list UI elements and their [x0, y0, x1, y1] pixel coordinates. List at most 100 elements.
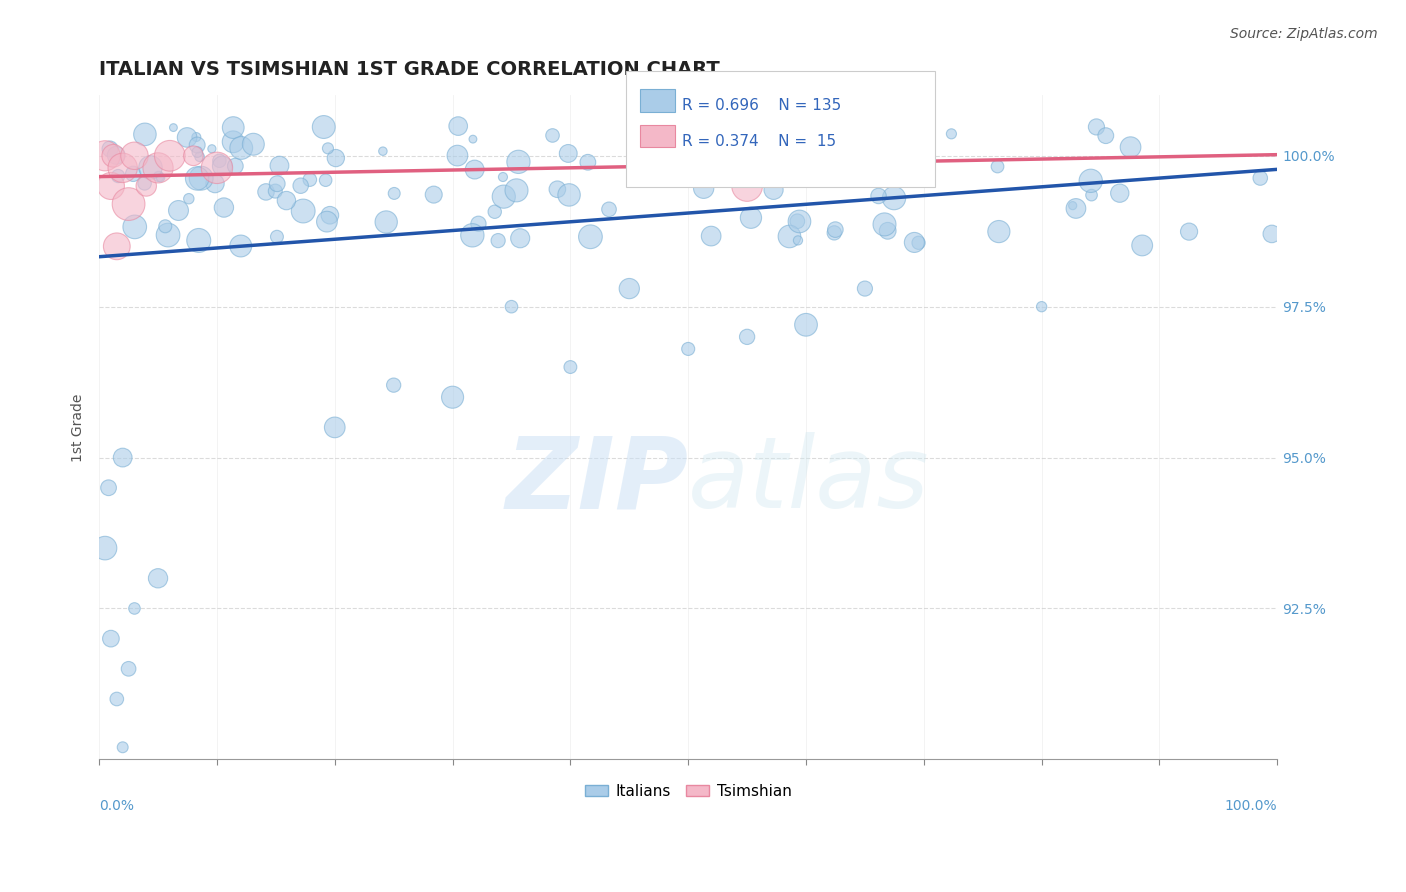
Point: [890, 136, 912, 150]
Point: [298, 172, 321, 186]
Point: [222, 135, 245, 149]
Point: [105, 239, 128, 253]
Point: [371, 144, 394, 158]
Point: [1080, 188, 1102, 202]
Point: [186, 130, 208, 145]
Text: R = 0.374    N =  15: R = 0.374 N = 15: [682, 134, 837, 149]
Point: [162, 120, 184, 135]
Point: [292, 204, 315, 219]
Point: [186, 145, 208, 159]
Point: [124, 149, 146, 163]
Point: [266, 229, 288, 244]
Point: [124, 219, 146, 234]
Point: [254, 185, 277, 199]
Point: [1080, 174, 1102, 188]
Point: [1085, 120, 1108, 134]
Point: [789, 214, 811, 228]
Point: [204, 177, 226, 191]
Point: [316, 214, 339, 228]
Point: [461, 228, 484, 243]
Point: [689, 129, 711, 144]
Point: [853, 282, 876, 296]
Point: [657, 147, 679, 161]
Point: [730, 149, 752, 163]
Point: [159, 149, 181, 163]
Point: [266, 177, 288, 191]
Text: 100.0%: 100.0%: [1225, 799, 1277, 814]
Y-axis label: 1st Grade: 1st Grade: [72, 393, 86, 461]
Point: [558, 188, 581, 202]
Point: [231, 141, 253, 155]
Point: [190, 171, 212, 186]
Point: [312, 120, 335, 134]
Point: [111, 450, 134, 465]
Point: [447, 119, 470, 133]
Point: [1119, 140, 1142, 154]
Point: [100, 632, 122, 646]
Point: [1178, 225, 1201, 239]
Point: [579, 229, 602, 244]
Point: [546, 182, 568, 196]
Point: [778, 229, 800, 244]
Point: [692, 181, 714, 195]
Point: [876, 224, 898, 238]
Point: [187, 234, 209, 248]
Point: [117, 662, 139, 676]
Point: [94, 149, 117, 163]
Point: [735, 330, 758, 344]
Point: [205, 161, 228, 175]
Point: [740, 211, 762, 225]
Point: [103, 149, 125, 163]
Point: [873, 218, 896, 232]
Point: [264, 184, 287, 198]
Point: [505, 183, 527, 197]
Point: [149, 170, 172, 185]
Point: [700, 229, 723, 244]
Point: [242, 137, 264, 152]
Point: [1062, 199, 1084, 213]
Point: [146, 161, 169, 175]
Legend: Italians, Tsimshian: Italians, Tsimshian: [579, 778, 797, 805]
Point: [146, 571, 169, 585]
Text: ZIP: ZIP: [505, 432, 688, 529]
Point: [492, 169, 515, 184]
Point: [211, 159, 233, 173]
Point: [810, 169, 832, 183]
Point: [122, 167, 145, 181]
Point: [467, 217, 489, 231]
Point: [319, 208, 342, 222]
Point: [799, 128, 821, 142]
Point: [827, 173, 849, 187]
Point: [148, 169, 170, 184]
Point: [461, 132, 484, 146]
Point: [576, 155, 599, 169]
Point: [177, 192, 200, 206]
Point: [907, 235, 929, 250]
Point: [787, 234, 810, 248]
Point: [853, 149, 876, 163]
Point: [744, 153, 766, 167]
Point: [97, 481, 120, 495]
Text: ITALIAN VS TSIMSHIAN 1ST GRADE CORRELATION CHART: ITALIAN VS TSIMSHIAN 1ST GRADE CORRELATI…: [100, 60, 720, 78]
Point: [135, 178, 157, 193]
Point: [501, 300, 523, 314]
Point: [224, 159, 246, 173]
Point: [824, 222, 846, 236]
Point: [422, 187, 444, 202]
Point: [492, 189, 515, 203]
Point: [155, 219, 177, 234]
Point: [1031, 300, 1053, 314]
Point: [269, 159, 291, 173]
Point: [276, 194, 298, 208]
Point: [111, 740, 134, 755]
Point: [94, 541, 117, 555]
Point: [315, 173, 337, 187]
Point: [823, 226, 845, 240]
Point: [619, 282, 641, 296]
Point: [157, 228, 180, 243]
Point: [903, 144, 925, 158]
Point: [654, 149, 676, 163]
Point: [212, 201, 235, 215]
Text: atlas: atlas: [688, 432, 929, 529]
Point: [868, 189, 890, 203]
